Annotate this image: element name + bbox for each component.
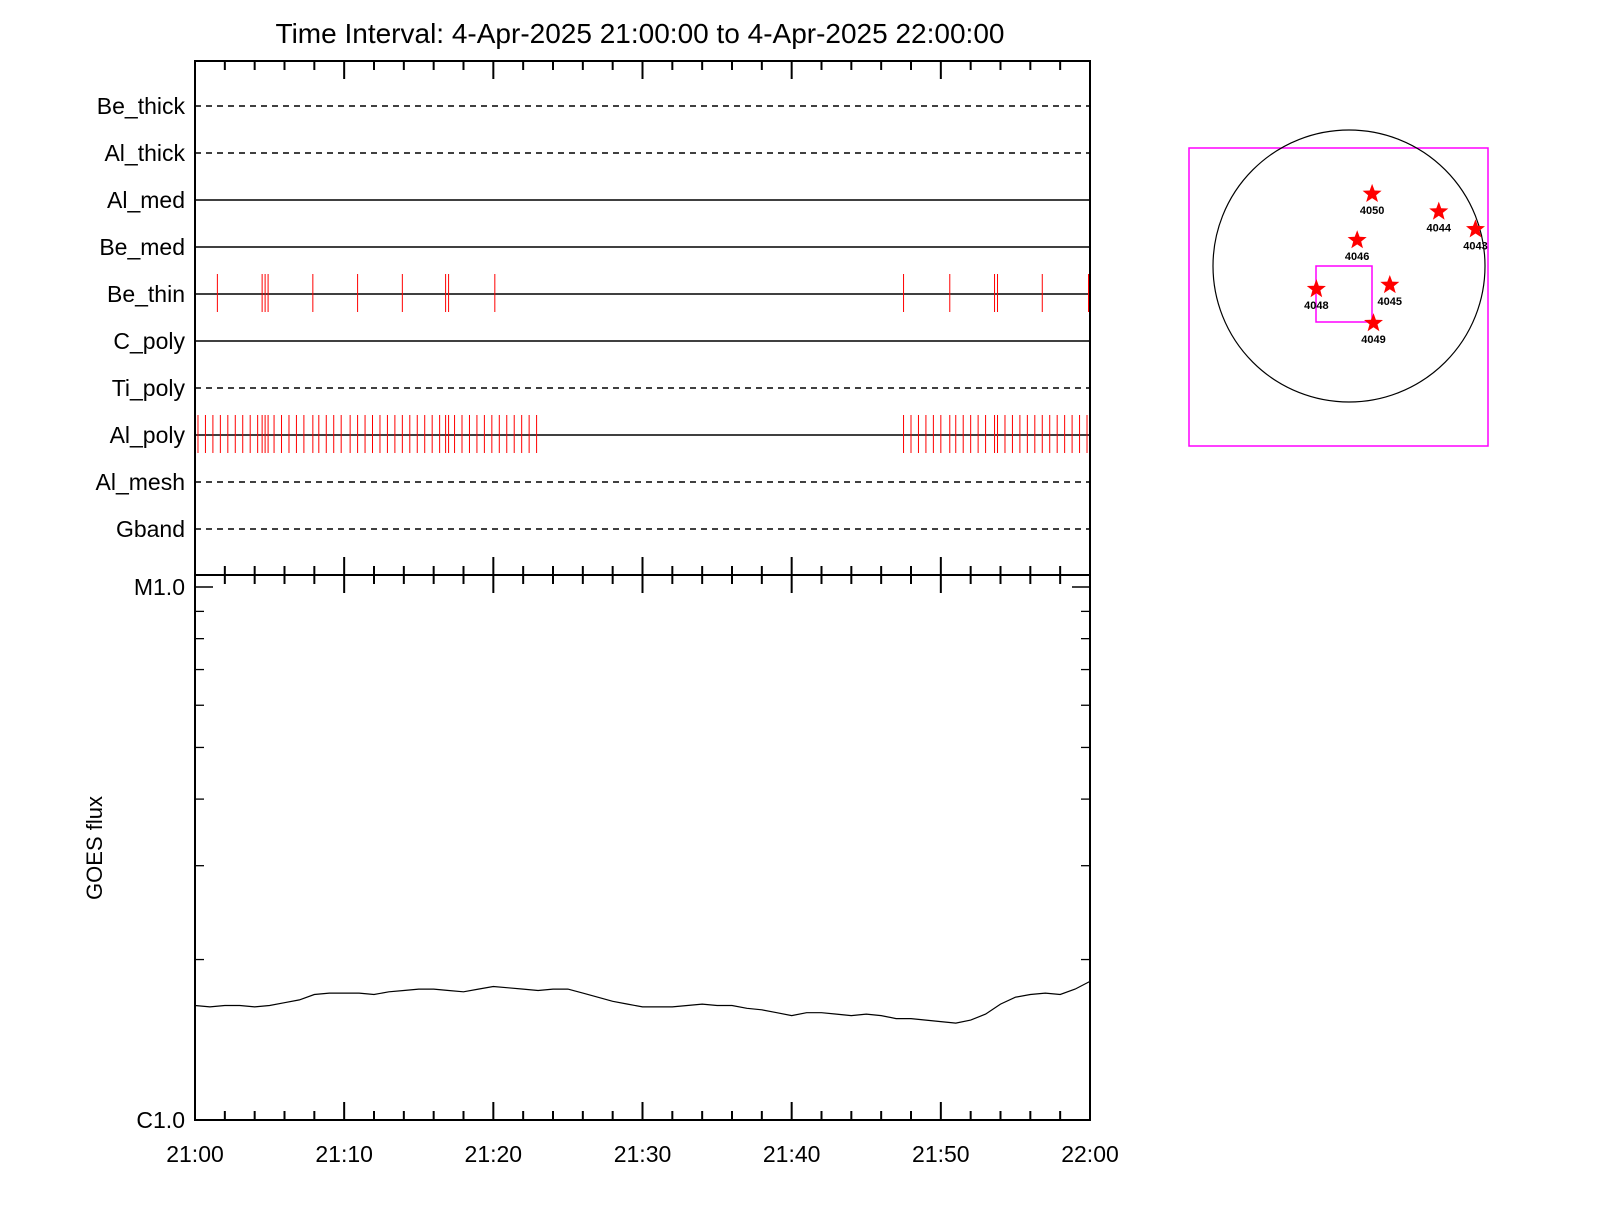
filter-label-al-thick: Al_thick (104, 140, 185, 166)
goes-panel-ticks: 21:00 21:10 21:20 21:30 21:40 21:50 22:00 (166, 575, 1119, 1167)
y-tick-label: C1.0 (136, 1107, 185, 1133)
active-regions: 4050 4044 4043 4046 4048 4045 4049 (1304, 183, 1488, 346)
filter-label-al-med: Al_med (107, 187, 185, 213)
x-tick-label: 21:30 (614, 1141, 672, 1167)
active-region-star-icon (1362, 183, 1382, 202)
filter-label-c-poly: C_poly (113, 328, 185, 354)
filter-label-al-mesh: Al_mesh (96, 469, 185, 495)
solar-map: 4050 4044 4043 4046 4048 4045 4049 (1188, 129, 1489, 447)
map-pointing-box (1315, 265, 1373, 323)
goes-panel: 21:00 21:10 21:20 21:30 21:40 21:50 22:00 M1.0… (82, 574, 1119, 1167)
active-region-label: 4050 (1360, 205, 1384, 217)
active-region-star-icon (1429, 201, 1449, 220)
active-region-star-icon (1306, 279, 1326, 298)
filter-label-be-thin: Be_thin (107, 281, 185, 307)
filter-rows: Be_thick Al_thick Al_med Be_med Be_thin C_pol… (96, 93, 1090, 542)
filter-panel: Be_thick Al_thick Al_med Be_med Be_thin C_pol… (96, 60, 1091, 576)
active-region-label: 4045 (1378, 296, 1402, 308)
active-region-star-icon (1347, 230, 1367, 249)
active-region-label: 4046 (1345, 251, 1369, 263)
x-tick-label: 21:00 (166, 1141, 224, 1167)
filter-label-ti-poly: Ti_poly (112, 375, 186, 401)
x-tick-label: 21:40 (763, 1141, 821, 1167)
y-axis-label: GOES flux (82, 796, 107, 900)
solar-disk (1212, 129, 1486, 403)
goes-flux-line (194, 980, 1091, 1024)
y-tick-label: M1.0 (134, 574, 185, 600)
active-region-label: 4043 (1463, 240, 1487, 252)
active-region-star-icon (1364, 313, 1383, 332)
x-tick-label: 21:10 (315, 1141, 373, 1167)
x-tick-label: 22:00 (1061, 1141, 1119, 1167)
filter-label-be-med: Be_med (99, 234, 185, 260)
filter-label-gband: Gband (116, 516, 185, 542)
active-region-label: 4049 (1361, 334, 1385, 346)
filter-panel-ticks (194, 61, 1091, 575)
active-region-star-icon (1380, 275, 1400, 294)
active-region-label: 4048 (1304, 300, 1328, 312)
chart-title: Time Interval: 4-Apr-2025 21:00:00 to 4-… (276, 18, 1005, 49)
filter-label-al-poly: Al_poly (110, 422, 186, 448)
x-tick-label: 21:20 (465, 1141, 523, 1167)
x-tick-label: 21:50 (912, 1141, 970, 1167)
map-field-of-view-box (1188, 147, 1489, 447)
goes-panel-frame (194, 574, 1091, 1121)
goes-y-ticks: M1.0 C1.0 (134, 574, 1090, 1133)
filter-label-be-thick: Be_thick (97, 93, 186, 119)
active-region-star-icon (1466, 219, 1485, 238)
filter-panel-frame (194, 60, 1091, 576)
active-region-label: 4044 (1427, 223, 1452, 235)
